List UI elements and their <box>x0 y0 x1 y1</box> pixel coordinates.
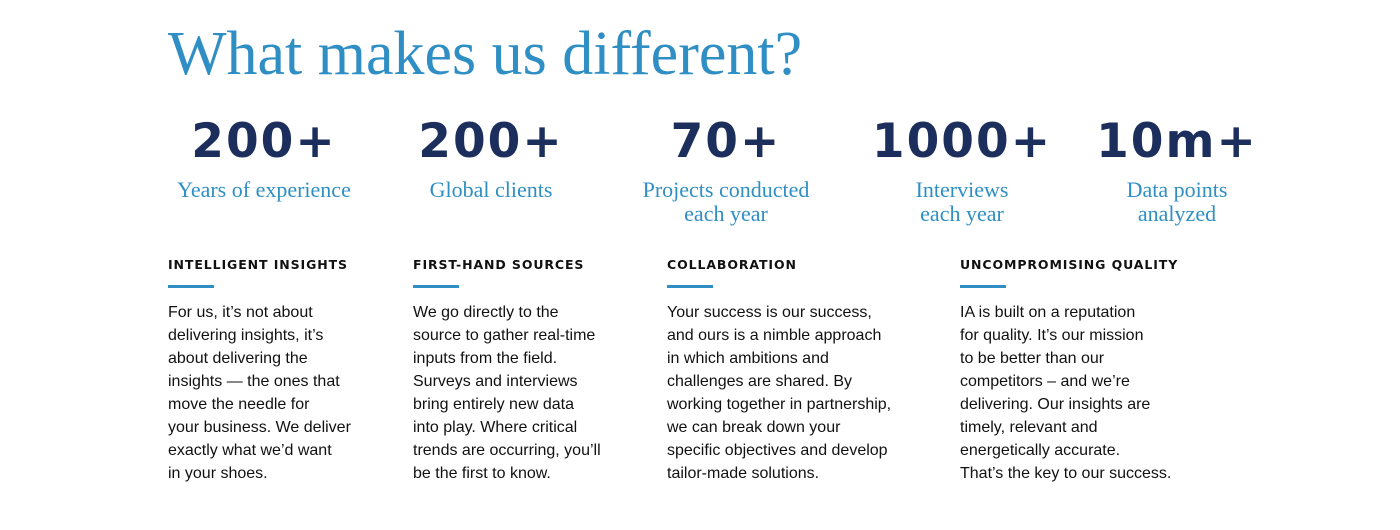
stat-label: Years of experience <box>177 177 351 202</box>
stat-value: 200+ <box>418 114 564 169</box>
stat-value: 1000+ <box>871 114 1053 169</box>
pillar-body: Your success is our success, and ours is… <box>667 304 892 482</box>
pillar-body: IA is built on a reputation for quality.… <box>960 304 1172 482</box>
pillar-body: We go directly to the source to gather r… <box>413 304 601 482</box>
pillar-intelligent-insights: INTELLIGENT INSIGHTS For us, it’s not ab… <box>168 256 398 485</box>
stat-label: Data points analyzed <box>1126 177 1228 226</box>
pillar-collaboration: COLLABORATION Your success is our succes… <box>667 256 942 485</box>
stat-global-clients: 200+ Global clients <box>391 110 591 202</box>
accent-divider <box>413 285 459 288</box>
pillar-heading: FIRST-HAND SOURCES <box>413 257 585 272</box>
accent-divider <box>168 285 214 288</box>
stat-years-experience: 200+ Years of experience <box>154 110 374 202</box>
pillar-uncompromising-quality: UNCOMPROMISING QUALITY IA is built on a … <box>960 256 1220 485</box>
pillar-heading: COLLABORATION <box>667 257 797 272</box>
stat-label: Interviews each year <box>915 177 1009 226</box>
stat-value: 70+ <box>670 114 782 169</box>
accent-divider <box>667 285 713 288</box>
pillar-body: For us, it’s not about delivering insigh… <box>168 304 351 482</box>
pillar-heading: UNCOMPROMISING QUALITY <box>960 257 1179 272</box>
pillar-first-hand-sources: FIRST-HAND SOURCES We go directly to the… <box>413 256 653 485</box>
stat-value: 200+ <box>191 114 337 169</box>
pillar-heading: INTELLIGENT INSIGHTS <box>168 257 348 272</box>
page-title: What makes us different? <box>168 20 803 88</box>
stat-projects-per-year: 70+ Projects conducted each year <box>616 110 836 226</box>
stat-interviews-per-year: 1000+ Interviews each year <box>862 110 1062 226</box>
stat-data-points: 10m+ Data points analyzed <box>1087 110 1267 226</box>
stat-label: Global clients <box>429 177 553 202</box>
accent-divider <box>960 285 1006 288</box>
stat-value: 10m+ <box>1096 114 1258 169</box>
stat-label: Projects conducted each year <box>642 177 810 226</box>
